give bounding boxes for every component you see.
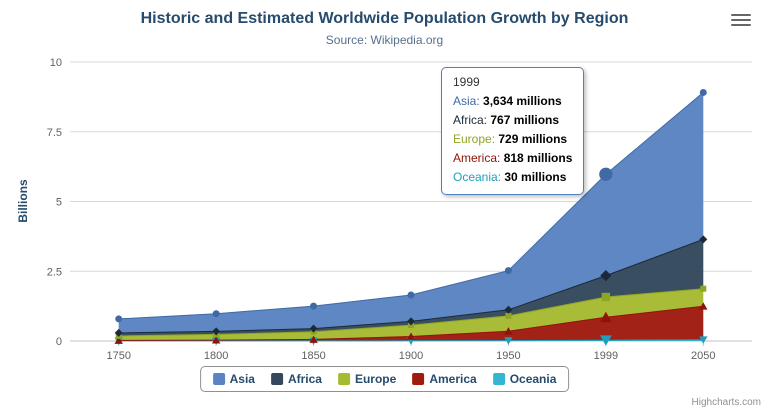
series-marker-oceania[interactable]: [504, 337, 513, 345]
x-axis-tick-label: 1850: [301, 350, 325, 362]
series-marker-america[interactable]: [309, 335, 318, 343]
chart-subtitle: Source: Wikipedia.org: [325, 33, 444, 47]
highcharts-credits[interactable]: Highcharts.com: [691, 397, 761, 408]
series-marker-asia[interactable]: [310, 302, 318, 310]
series-marker-africa[interactable]: [504, 305, 513, 314]
series-marker-asia[interactable]: [115, 315, 123, 323]
series-marker-america[interactable]: [211, 336, 221, 344]
tooltip-series-value: 3,634 millions: [483, 94, 562, 108]
legend-item-label: Oceania: [509, 372, 557, 386]
series-marker-africa[interactable]: [600, 270, 612, 282]
series-marker-asia[interactable]: [504, 267, 512, 275]
series-marker-africa[interactable]: [114, 328, 123, 337]
legend: Asia Africa Europe America Oceania: [199, 366, 570, 392]
area-america[interactable]: [118, 306, 704, 341]
series-marker-europe[interactable]: [700, 285, 707, 292]
series-marker-europe[interactable]: [505, 312, 512, 319]
y-axis-tick-label: 10: [50, 57, 62, 69]
series-marker-asia[interactable]: [212, 310, 220, 318]
area-asia[interactable]: [118, 92, 704, 333]
series-marker-africa[interactable]: [407, 317, 415, 326]
tooltip-series-name: Asia:: [453, 94, 484, 108]
x-axis-tick-label: 1950: [496, 350, 520, 362]
y-axis-tick-label: 7.5: [47, 127, 62, 139]
tooltip-series-name: Oceania:: [453, 169, 505, 184]
series-marker-asia[interactable]: [599, 167, 613, 181]
legend-item-africa[interactable]: Africa: [270, 372, 322, 386]
series-marker-africa[interactable]: [699, 235, 708, 244]
hamburger-icon: [731, 19, 751, 21]
area-africa[interactable]: [118, 239, 704, 336]
x-axis-tick-label: 1999: [594, 350, 618, 362]
series-marker-africa[interactable]: [212, 327, 221, 336]
x-axis-tick-label: 1900: [399, 350, 423, 362]
tooltip-row: Oceania: 30 millions: [453, 168, 572, 187]
legend-marker: [412, 373, 425, 385]
series-marker-oceania[interactable]: [699, 336, 708, 344]
tooltip-series-name: America:: [453, 150, 504, 165]
tooltip-series-value: 767 millions: [490, 112, 560, 127]
tooltip-series-value: 818 millions: [503, 150, 573, 165]
legend-marker: [270, 373, 283, 385]
hamburger-icon: [731, 24, 751, 26]
tooltip-header: 1999: [453, 75, 480, 89]
tooltip-row: Europe: 729 millions: [453, 130, 572, 149]
x-axis-tick-label: 1800: [204, 350, 228, 362]
legend-item-label: Europe: [354, 372, 397, 386]
legend-marker: [492, 373, 505, 385]
tooltip-series-name: Africa:: [453, 112, 491, 127]
legend-item-label: America: [429, 372, 477, 386]
legend-item-label: Asia: [229, 372, 255, 386]
export-menu-button[interactable]: [729, 9, 755, 31]
legend-marker: [337, 373, 350, 385]
tooltip-series-value: 729 millions: [498, 131, 568, 146]
x-axis-tick-label: 1750: [106, 350, 130, 362]
tooltip: 1999 Asia: 3,634 millions Africa: 767 mil…: [441, 67, 585, 195]
y-axis-tick-label: 0: [56, 336, 62, 348]
series-marker-america[interactable]: [504, 327, 513, 335]
legend-item-oceania[interactable]: Oceania: [492, 372, 557, 386]
legend-item-europe[interactable]: Europe: [337, 372, 397, 386]
hamburger-icon: [731, 14, 751, 16]
tooltip-series-name: Europe:: [453, 131, 499, 146]
tooltip-rows: Asia: 3,634 millions Africa: 767 millions…: [453, 92, 572, 187]
legend-marker: [212, 373, 225, 385]
series-marker-america[interactable]: [599, 311, 612, 323]
y-axis-tick-label: 2.5: [47, 266, 62, 278]
tooltip-row: America: 818 millions: [453, 149, 572, 168]
y-axis-tick-label: 5: [56, 197, 62, 209]
series-marker-europe[interactable]: [601, 292, 611, 302]
x-axis-tick-label: 2050: [691, 350, 715, 362]
tooltip-row: Asia: 3,634 millions: [453, 92, 572, 111]
series-marker-africa[interactable]: [309, 324, 318, 333]
tooltip-series-value: 30 millions: [504, 169, 567, 184]
series-marker-asia[interactable]: [699, 88, 707, 96]
tooltip-row: Africa: 767 millions: [453, 111, 572, 130]
series-marker-asia[interactable]: [407, 291, 415, 299]
chart-title: Historic and Estimated Worldwide Populat…: [140, 10, 629, 27]
series-marker-america[interactable]: [114, 336, 123, 344]
legend-item-america[interactable]: America: [412, 372, 477, 386]
series-marker-america[interactable]: [406, 332, 416, 340]
legend-item-label: Africa: [287, 372, 322, 386]
series-marker-oceania[interactable]: [599, 335, 612, 346]
legend-item-asia[interactable]: Asia: [212, 372, 255, 386]
series-marker-america[interactable]: [699, 302, 708, 310]
